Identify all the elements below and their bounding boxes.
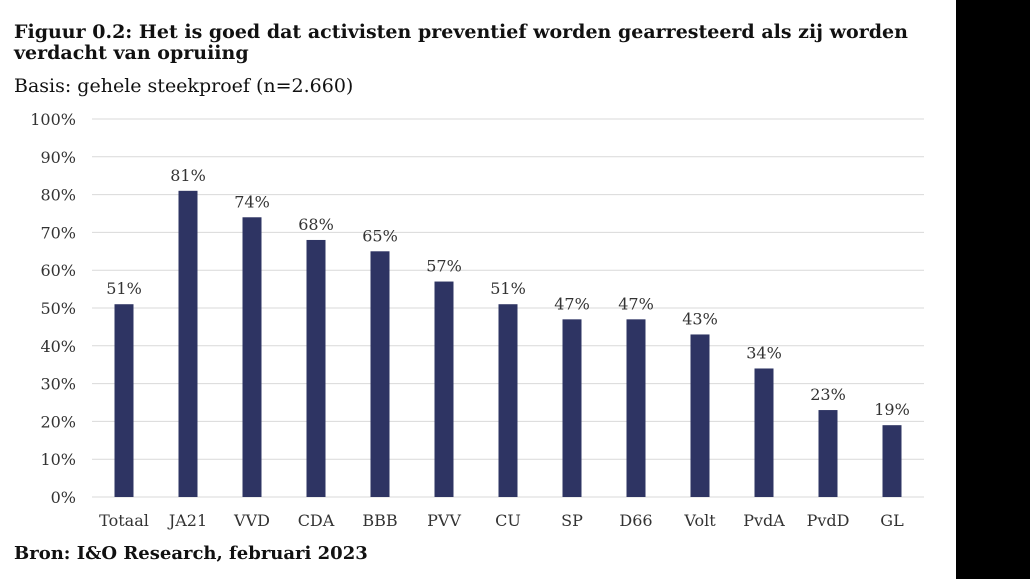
data-label: 47%: [554, 294, 590, 313]
bar: [114, 304, 134, 497]
bar: [370, 251, 390, 497]
bar: [306, 239, 326, 497]
x-tick-label: PvdD: [807, 511, 850, 530]
y-tick-label: 80%: [40, 186, 76, 205]
chart-subtitle: Basis: gehele steekproef (n=2.660): [14, 75, 354, 97]
bar-chart: 0% 10% 20% 30% 40% 50% 60% 70% 80% 90% 100% 51% 81%…: [30, 110, 924, 530]
x-tick-label: PvdA: [743, 511, 785, 530]
dark-edge-band: [956, 0, 1030, 579]
chart-source: Bron: I&O Research, februari 2023: [14, 543, 368, 564]
bar: [434, 281, 454, 497]
x-tick-label: D66: [619, 511, 652, 530]
data-label: 51%: [106, 279, 142, 298]
bar: [690, 334, 710, 497]
bar: [882, 425, 902, 497]
bar: [754, 368, 774, 497]
data-label: 51%: [490, 279, 526, 298]
data-label: 68%: [298, 215, 334, 234]
bar: [562, 319, 582, 497]
data-label: 43%: [682, 309, 718, 328]
x-tick-label: JA21: [167, 511, 207, 530]
y-axis-tick-labels: 0% 10% 20% 30% 40% 50% 60% 70% 80% 90% 100%: [30, 110, 76, 507]
data-label: 23%: [810, 385, 846, 404]
data-label: 47%: [618, 294, 654, 313]
y-tick-label: 0%: [51, 488, 76, 507]
bar: [242, 217, 262, 497]
y-tick-label: 20%: [40, 412, 76, 431]
bar: [818, 410, 838, 497]
bar: [498, 304, 518, 497]
y-tick-label: 40%: [40, 337, 76, 356]
x-tick-label: CU: [495, 511, 521, 530]
y-tick-label: 60%: [40, 261, 76, 280]
y-tick-label: 70%: [40, 223, 76, 242]
chart-title: Figuur 0.2: Het is goed dat activisten p…: [14, 21, 908, 64]
x-axis-tick-labels: Totaal JA21 VVD CDA BBB PVV CU SP D66 Volt PvdA Pvd…: [99, 511, 904, 530]
data-label: 74%: [234, 192, 270, 211]
x-tick-label: BBB: [362, 511, 397, 530]
y-tick-label: 100%: [30, 110, 76, 129]
x-tick-label: Totaal: [99, 511, 149, 530]
y-tick-label: 10%: [40, 450, 76, 469]
bar: [626, 319, 646, 497]
bar: [178, 190, 198, 497]
y-tick-label: 50%: [40, 299, 76, 318]
data-label: 65%: [362, 226, 398, 245]
x-tick-label: Volt: [683, 511, 716, 530]
x-tick-label: GL: [880, 511, 904, 530]
bars: [114, 190, 902, 497]
data-labels: 51% 81% 74% 68% 65% 57% 51% 47% 47% 43% 34% 23% 19%: [106, 166, 910, 419]
data-label: 81%: [170, 166, 206, 185]
x-tick-label: CDA: [298, 511, 335, 530]
x-tick-label: VVD: [233, 511, 270, 530]
y-tick-label: 90%: [40, 148, 76, 167]
data-label: 57%: [426, 257, 462, 276]
y-tick-label: 30%: [40, 375, 76, 394]
x-tick-label: SP: [561, 511, 583, 530]
data-label: 19%: [874, 400, 910, 419]
data-label: 34%: [746, 343, 782, 362]
x-tick-label: PVV: [427, 511, 461, 530]
